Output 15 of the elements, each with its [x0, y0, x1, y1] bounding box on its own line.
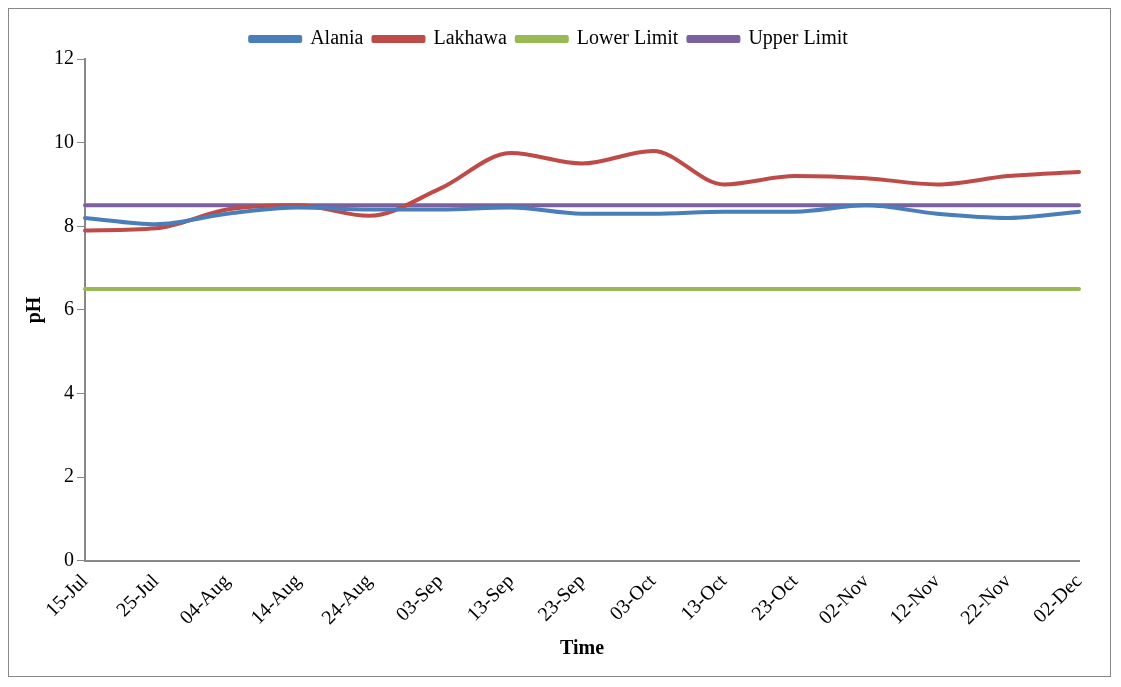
- x-axis-title: Time: [559, 636, 605, 659]
- legend-label: Alania: [310, 26, 364, 49]
- y-tick-label: 6: [64, 297, 74, 320]
- y-tick-label: 12: [54, 46, 74, 69]
- line-series: [83, 149, 1081, 233]
- y-tick-label: 0: [64, 548, 74, 571]
- y-tick-label: 4: [64, 380, 74, 403]
- line-series: [83, 203, 1081, 227]
- y-tick-label: 2: [64, 464, 74, 487]
- y-axis-title: pH: [22, 296, 46, 324]
- y-tick-label: 10: [54, 129, 74, 152]
- legend-label: Lakhawa: [433, 26, 507, 49]
- legend-label: Upper Limit: [748, 26, 849, 50]
- y-tick-label: 8: [64, 213, 74, 236]
- legend-label: Lower Limit: [576, 26, 679, 49]
